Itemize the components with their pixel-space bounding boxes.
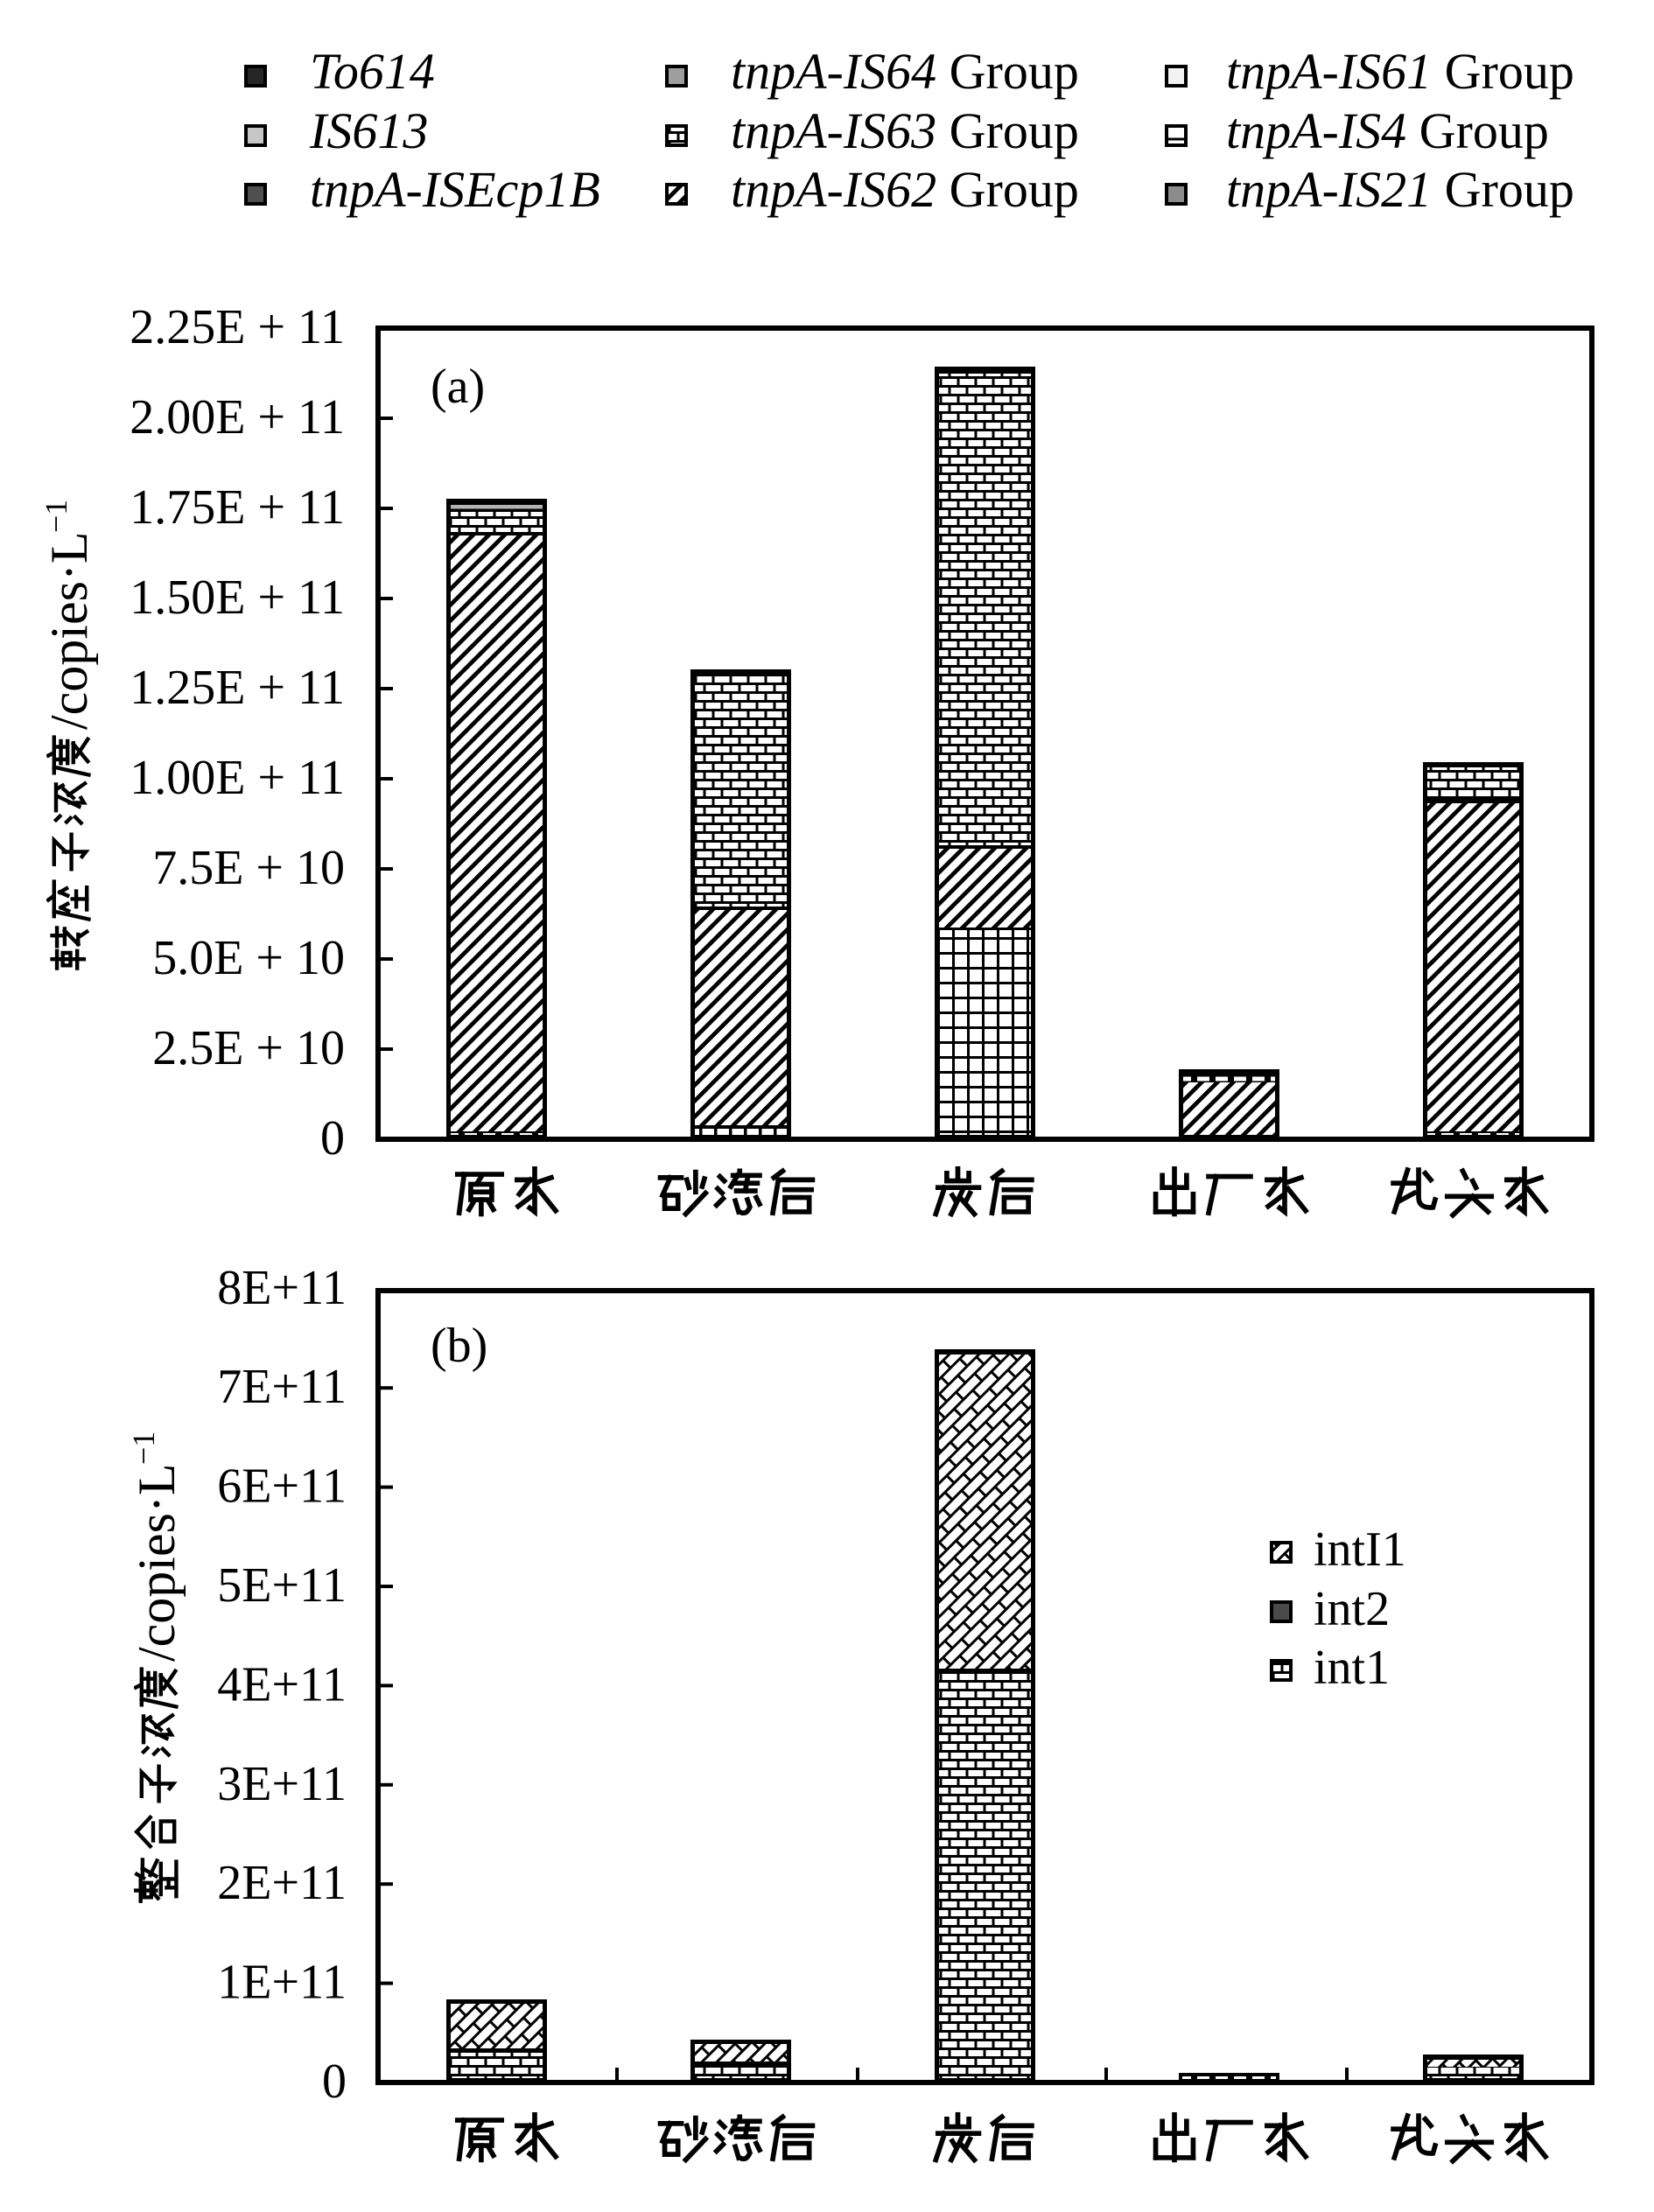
svg-text:tnpA-IS63 Group: tnpA-IS63 Group	[731, 102, 1079, 159]
svg-text:IS613: IS613	[309, 102, 428, 159]
svg-text:1.75E + 11: 1.75E + 11	[130, 480, 345, 535]
svg-text:/copies·L: /copies·L	[128, 1463, 186, 1662]
svg-text:6E+11: 6E+11	[217, 1460, 347, 1514]
svg-text:7.5E + 10: 7.5E + 10	[152, 841, 345, 895]
svg-text:int1: int1	[1314, 1641, 1390, 1695]
svg-text:(b): (b)	[431, 1319, 487, 1373]
svg-text:−1: −1	[126, 1432, 161, 1465]
svg-text:2.00E + 11: 2.00E + 11	[130, 390, 345, 444]
svg-text:tnpA-ISEcp1B: tnpA-ISEcp1B	[310, 161, 600, 218]
svg-text:8E+11: 8E+11	[217, 1261, 347, 1315]
svg-text:1.50E + 11: 1.50E + 11	[130, 570, 345, 625]
svg-text:tnpA-IS21 Group: tnpA-IS21 Group	[1226, 161, 1574, 218]
svg-text:To614: To614	[310, 43, 435, 100]
svg-text:4E+11: 4E+11	[217, 1657, 347, 1712]
svg-text:2.25E + 11: 2.25E + 11	[130, 300, 345, 354]
svg-text:1.25E + 11: 1.25E + 11	[130, 661, 345, 715]
svg-text:tnpA-IS61 Group: tnpA-IS61 Group	[1226, 43, 1574, 100]
svg-text:−1: −1	[39, 500, 74, 533]
svg-text:intI1: intI1	[1314, 1522, 1406, 1577]
svg-text:tnpA-IS64 Group: tnpA-IS64 Group	[731, 43, 1079, 100]
svg-text:0: 0	[320, 1111, 345, 1166]
svg-text:0: 0	[322, 2054, 347, 2109]
svg-text:2E+11: 2E+11	[217, 1856, 347, 1910]
svg-text:1E+11: 1E+11	[217, 1956, 347, 2010]
svg-text:3E+11: 3E+11	[217, 1757, 347, 1811]
svg-text:int2: int2	[1314, 1582, 1390, 1636]
svg-text:tnpA-IS4 Group: tnpA-IS4 Group	[1226, 102, 1549, 159]
svg-text:5.0E + 10: 5.0E + 10	[152, 931, 345, 985]
svg-text:/copies·L: /copies·L	[40, 531, 98, 730]
svg-text:tnpA-IS62 Group: tnpA-IS62 Group	[731, 161, 1079, 218]
svg-text:5E+11: 5E+11	[217, 1558, 347, 1613]
svg-text:(a): (a)	[431, 360, 485, 414]
svg-text:2.5E + 10: 2.5E + 10	[152, 1021, 345, 1075]
svg-text:7E+11: 7E+11	[217, 1360, 347, 1414]
svg-text:1.00E + 11: 1.00E + 11	[130, 751, 345, 805]
